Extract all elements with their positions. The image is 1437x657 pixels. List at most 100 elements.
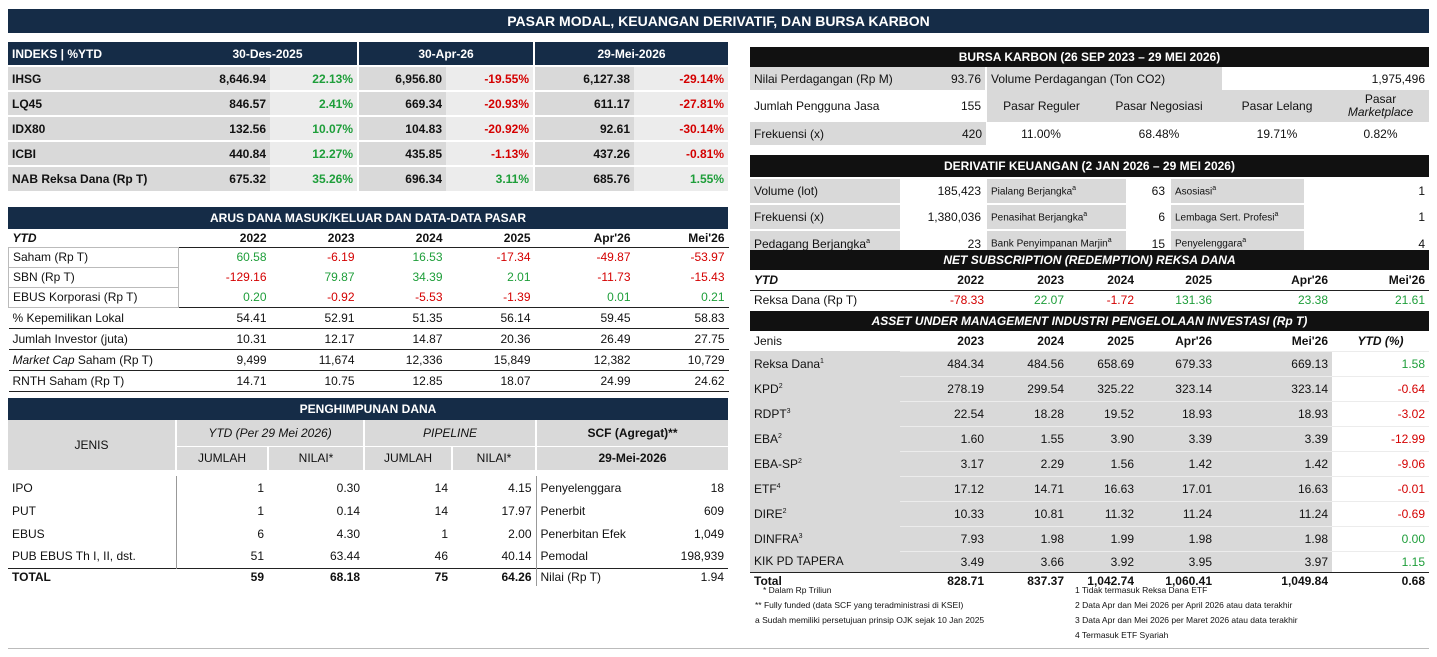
penghimpunan-cell: 18 xyxy=(710,480,725,495)
penghimpunan-total-cell: 64.26 xyxy=(501,570,532,585)
aum-total-label: Total xyxy=(754,574,782,589)
penghimpunan-cell: 14 xyxy=(434,503,449,518)
arus-header-cell: 2022 xyxy=(239,230,267,245)
arus-cell: -53.97 xyxy=(690,250,725,265)
arus-cell: 59.45 xyxy=(600,310,631,325)
penghimpunan-dana-table: PENGHIMPUNAN DANA JENIS YTD (Per 29 Mei … xyxy=(8,398,729,586)
arus-label: % Kepemilikan Lokal xyxy=(12,310,124,325)
penghimpunan-cell: 1 xyxy=(175,499,268,522)
pasar-negosiasi-label: Pasar Negosiasi xyxy=(1096,90,1223,122)
aum-cell: 1.42 xyxy=(1216,450,1332,476)
notes-right: 1 Tidak termasuk Reksa Dana ETF 2 Data A… xyxy=(1075,583,1429,643)
aum-cell: 679.33 xyxy=(1138,350,1216,376)
footnote-marker: a xyxy=(1212,184,1217,192)
arus-row: % Kepemilikan Lokal 54.41 52.91 51.35 56.14 5… xyxy=(8,307,729,328)
penghimpunan-title: PENGHIMPUNAN DANA xyxy=(8,398,728,420)
arus-cell: -15.43 xyxy=(690,270,725,284)
indeks-cell: 22.13% xyxy=(270,65,358,91)
netsub-cell: 22.07 xyxy=(1033,293,1064,308)
aum-cell: 278.19 xyxy=(900,375,988,401)
aum-title: ASSET UNDER MANAGEMENT INDUSTRI PENGELOL… xyxy=(750,311,1429,331)
aum-header-cell: 2023 xyxy=(957,333,984,348)
indeks-cell: -29.14% xyxy=(634,65,729,91)
netsub-cell: 21.61 xyxy=(1394,293,1425,308)
aum-cell: 1.55 xyxy=(988,425,1068,451)
arus-cell: -1.39 xyxy=(503,289,531,304)
indeks-cell: 685.76 xyxy=(533,165,635,191)
arus-cell: 16.53 xyxy=(412,250,443,265)
aum-cell: 14.71 xyxy=(988,475,1068,501)
derivatif-label: Lembaga Sert. Profesia xyxy=(1169,203,1304,230)
penghimpunan-cell: 6 xyxy=(175,522,268,545)
note: 2 Data Apr dan Mei 2026 per April 2026 a… xyxy=(1075,600,1293,610)
indeks-cell: 440.84 xyxy=(178,140,270,166)
karbon-frek-value: 420 xyxy=(900,122,986,145)
aum-jenis: RDPT3 xyxy=(750,401,900,426)
sub-header: NILAI* xyxy=(266,446,365,470)
derivatif-text: Pialang Berjangka xyxy=(991,186,1073,198)
arus-label: Jumlah Investor (juta) xyxy=(12,331,128,346)
penghimpunan-cell: 1 xyxy=(441,526,449,541)
arus-cell: -0.92 xyxy=(327,289,355,304)
indeks-cell: 437.26 xyxy=(533,140,635,166)
arus-cell: -17.34 xyxy=(496,250,531,265)
net-subscription-title: NET SUBSCRIPTION (REDEMPTION) REKSA DANA xyxy=(750,250,1429,270)
netsub-header-cell: YTD xyxy=(754,272,778,287)
aum-cell: 3.39 xyxy=(1216,425,1332,451)
scf-date-header: 29-Mei-2026 xyxy=(535,446,729,470)
footnote-marker: 2 xyxy=(778,382,783,390)
arus-cell: 51.35 xyxy=(412,310,443,325)
aum-jenis-label: RDPT xyxy=(754,406,787,421)
sub-header: JUMLAH xyxy=(363,446,453,470)
arus-cell: 60.58 xyxy=(236,250,267,265)
penghimpunan-cell: 4.30 xyxy=(336,526,361,541)
penghimpunan-cell: 609 xyxy=(704,503,725,518)
arus-cell: -49.87 xyxy=(596,250,631,265)
aum-cell: 11.24 xyxy=(1216,500,1332,526)
indeks-cell: 3.11% xyxy=(446,165,535,191)
aum-row: DINFRA3 7.93 1.98 1.99 1.98 1.98 0.00 xyxy=(750,525,1429,551)
indeks-cell: 92.61 xyxy=(533,115,635,141)
aum-header-cell: Apr'26 xyxy=(1175,333,1212,348)
arus-cell: 14.87 xyxy=(412,331,443,346)
derivatif-title: DERIVATIF KEUANGAN (2 JAN 2026 – 29 MEI … xyxy=(750,155,1429,177)
aum-header-cell: Mei'26 xyxy=(1291,333,1328,348)
indeks-header-date: 29-Mei-2026 xyxy=(533,42,729,66)
arus-cell: 54.41 xyxy=(236,310,267,325)
penghimpunan-cell: 51 xyxy=(175,545,268,568)
indeks-name: IDX80 xyxy=(8,115,178,141)
aum-total-cell: 837.37 xyxy=(1027,574,1064,589)
aum-jenis-label: KPD xyxy=(754,381,779,396)
penghimpunan-ytd-header: YTD (Per 29 Mei 2026) xyxy=(174,420,365,447)
derivatif-text: 6 xyxy=(1158,210,1165,224)
aum-cell: 484.56 xyxy=(988,350,1068,376)
aum-cell: 323.14 xyxy=(1138,375,1216,401)
aum-row: RDPT3 22.54 18.28 19.52 18.93 18.93 -3.02 xyxy=(750,400,1429,426)
aum-cell: 1.99 xyxy=(1068,525,1138,551)
arus-cell: 20.36 xyxy=(500,331,531,346)
footnote-marker: a xyxy=(1274,210,1279,218)
arus-dana-title: ARUS DANA MASUK/KELUAR DAN DATA-DATA PAS… xyxy=(8,207,728,229)
aum-row: Reksa Dana1 484.34 484.56 658.69 679.33 669.1… xyxy=(750,350,1429,376)
karbon-pengguna-value: 155 xyxy=(960,99,981,113)
indeks-row: NAB Reksa Dana (Rp T) 675.32 35.26% 696.34 3… xyxy=(8,165,729,191)
arus-label: RNTH Saham (Rp T) xyxy=(12,373,125,388)
aum-jenis: EBA-SP2 xyxy=(750,451,900,476)
aum-total-cell: 1,042.74 xyxy=(1087,574,1134,589)
aum-row: KPD2 278.19 299.54 325.22 323.14 323.14 -0.64 xyxy=(750,375,1429,401)
indeks-cell: -30.14% xyxy=(634,115,729,141)
aum-cell: 669.13 xyxy=(1216,350,1332,376)
penghimpunan-cell: 198,939 xyxy=(680,549,725,564)
penghimpunan-cell: 14 xyxy=(434,480,449,495)
netsub-cell: 23.38 xyxy=(1297,293,1328,308)
aum-total-cell: 828.71 xyxy=(947,574,984,589)
aum-cell: 1.98 xyxy=(1216,525,1332,551)
arus-cell: 10,729 xyxy=(687,352,725,367)
aum-total-cell: 0.68 xyxy=(1401,574,1425,589)
footnote-marker: 2 xyxy=(782,507,787,515)
indeks-cell: 8,646.94 xyxy=(178,65,270,91)
aum-row: KIK PD TAPERA 3.49 3.66 3.92 3.95 3.97 1.15 xyxy=(750,550,1429,572)
footnote-marker: 4 xyxy=(776,482,781,490)
aum-header-cell: YTD (%) xyxy=(1357,333,1404,348)
arus-cell: 12.85 xyxy=(412,373,443,388)
